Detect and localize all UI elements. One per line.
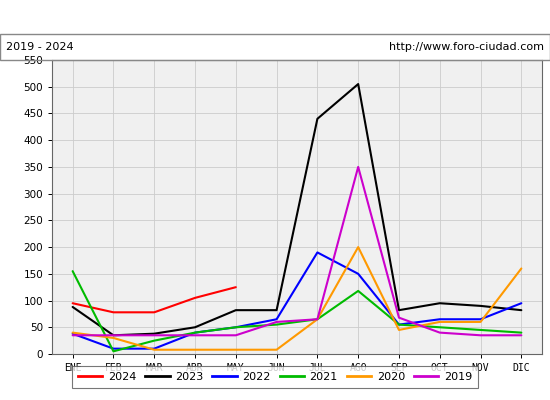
Text: http://www.foro-ciudad.com: http://www.foro-ciudad.com (389, 42, 544, 52)
Text: Evolucion Nº Turistas Extranjeros en el municipio de Cubo de Bureba: Evolucion Nº Turistas Extranjeros en el … (46, 10, 504, 24)
Legend: 2024, 2023, 2022, 2021, 2020, 2019: 2024, 2023, 2022, 2021, 2020, 2019 (73, 366, 477, 388)
Text: 2019 - 2024: 2019 - 2024 (6, 42, 73, 52)
